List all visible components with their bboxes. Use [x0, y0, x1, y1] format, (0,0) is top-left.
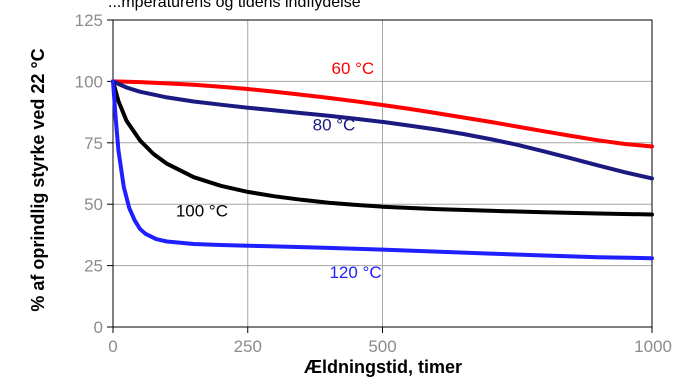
series-lines	[111, 79, 654, 261]
y-axis-label: % af oprindlig styrke ved 22 °C	[28, 48, 48, 311]
series-label: 100 °C	[176, 201, 228, 220]
x-tick-label: 1000	[634, 337, 672, 356]
series-line	[111, 79, 654, 181]
series-line	[111, 79, 654, 261]
y-tick-label: 75	[84, 134, 103, 153]
x-axis-ticks: 0 250 500 1000	[108, 327, 672, 356]
y-tick-label: 0	[94, 318, 103, 337]
series-label: 60 °C	[331, 59, 374, 78]
series-labels: 60 °C 80 °C 100 °C 120 °C	[176, 59, 382, 282]
y-tick-label: 125	[75, 11, 103, 30]
chart-title: ...mperaturens og tidens indflydelse	[108, 0, 361, 11]
series-line	[111, 79, 654, 149]
series-line	[111, 79, 654, 217]
y-tick-label: 50	[84, 195, 103, 214]
series-label: 80 °C	[313, 116, 356, 135]
y-tick-label: 100	[75, 72, 103, 91]
x-tick-label: 0	[108, 337, 117, 356]
y-tick-label: 25	[84, 257, 103, 276]
x-axis-label: Ældningstid, timer	[304, 357, 462, 377]
gridlines	[113, 20, 652, 327]
y-axis-ticks: 0 25 50 75 100 125	[75, 11, 113, 337]
series-label: 120 °C	[329, 263, 381, 282]
x-tick-label: 500	[368, 337, 396, 356]
x-tick-label: 250	[234, 337, 262, 356]
